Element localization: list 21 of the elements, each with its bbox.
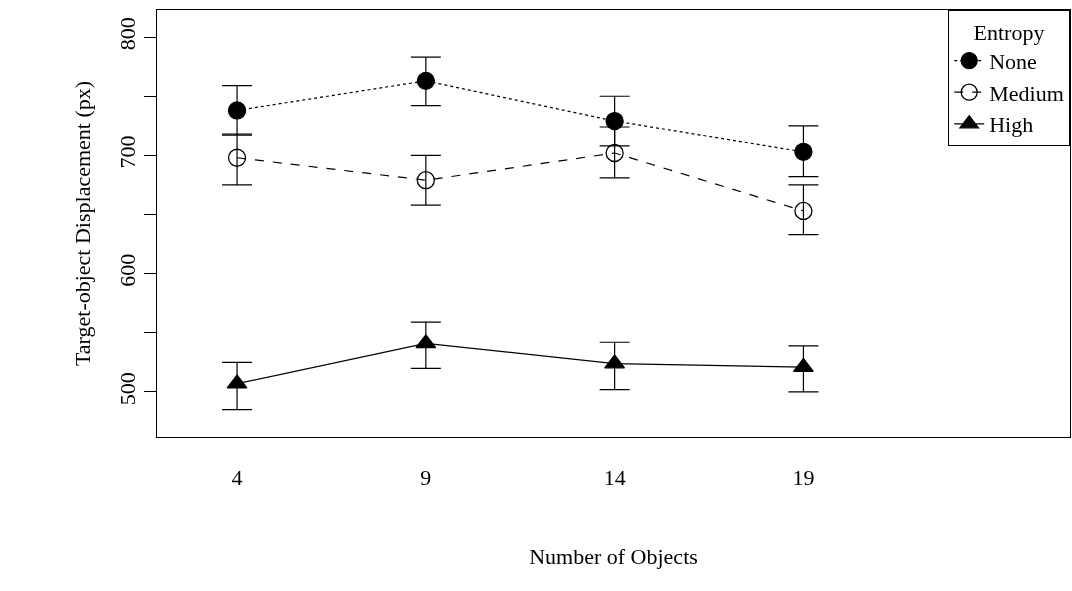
point [605,143,624,163]
point [227,148,247,167]
legend-title: Entropy [973,19,1045,45]
legend-label: Medium [989,80,1064,106]
point [794,201,813,221]
legend-label: None [989,49,1037,75]
point [416,171,435,190]
x-tick-label: 9 [420,464,432,490]
point [794,142,813,161]
y-tick-label: 600 [115,253,141,287]
y-axis-title: Target-object Displacement (px) [69,80,95,367]
y-tick-label: 800 [115,17,141,51]
legend-label: High [989,112,1034,138]
x-tick-label: 14 [603,464,626,490]
x-tick-label: 19 [792,464,815,490]
y-tick-label: 700 [115,135,141,169]
x-axis-title: Number of Objects [529,544,698,570]
point [227,101,247,120]
x-tick-label: 4 [231,464,243,490]
y-tick-label: 500 [115,372,141,406]
point [416,71,435,90]
